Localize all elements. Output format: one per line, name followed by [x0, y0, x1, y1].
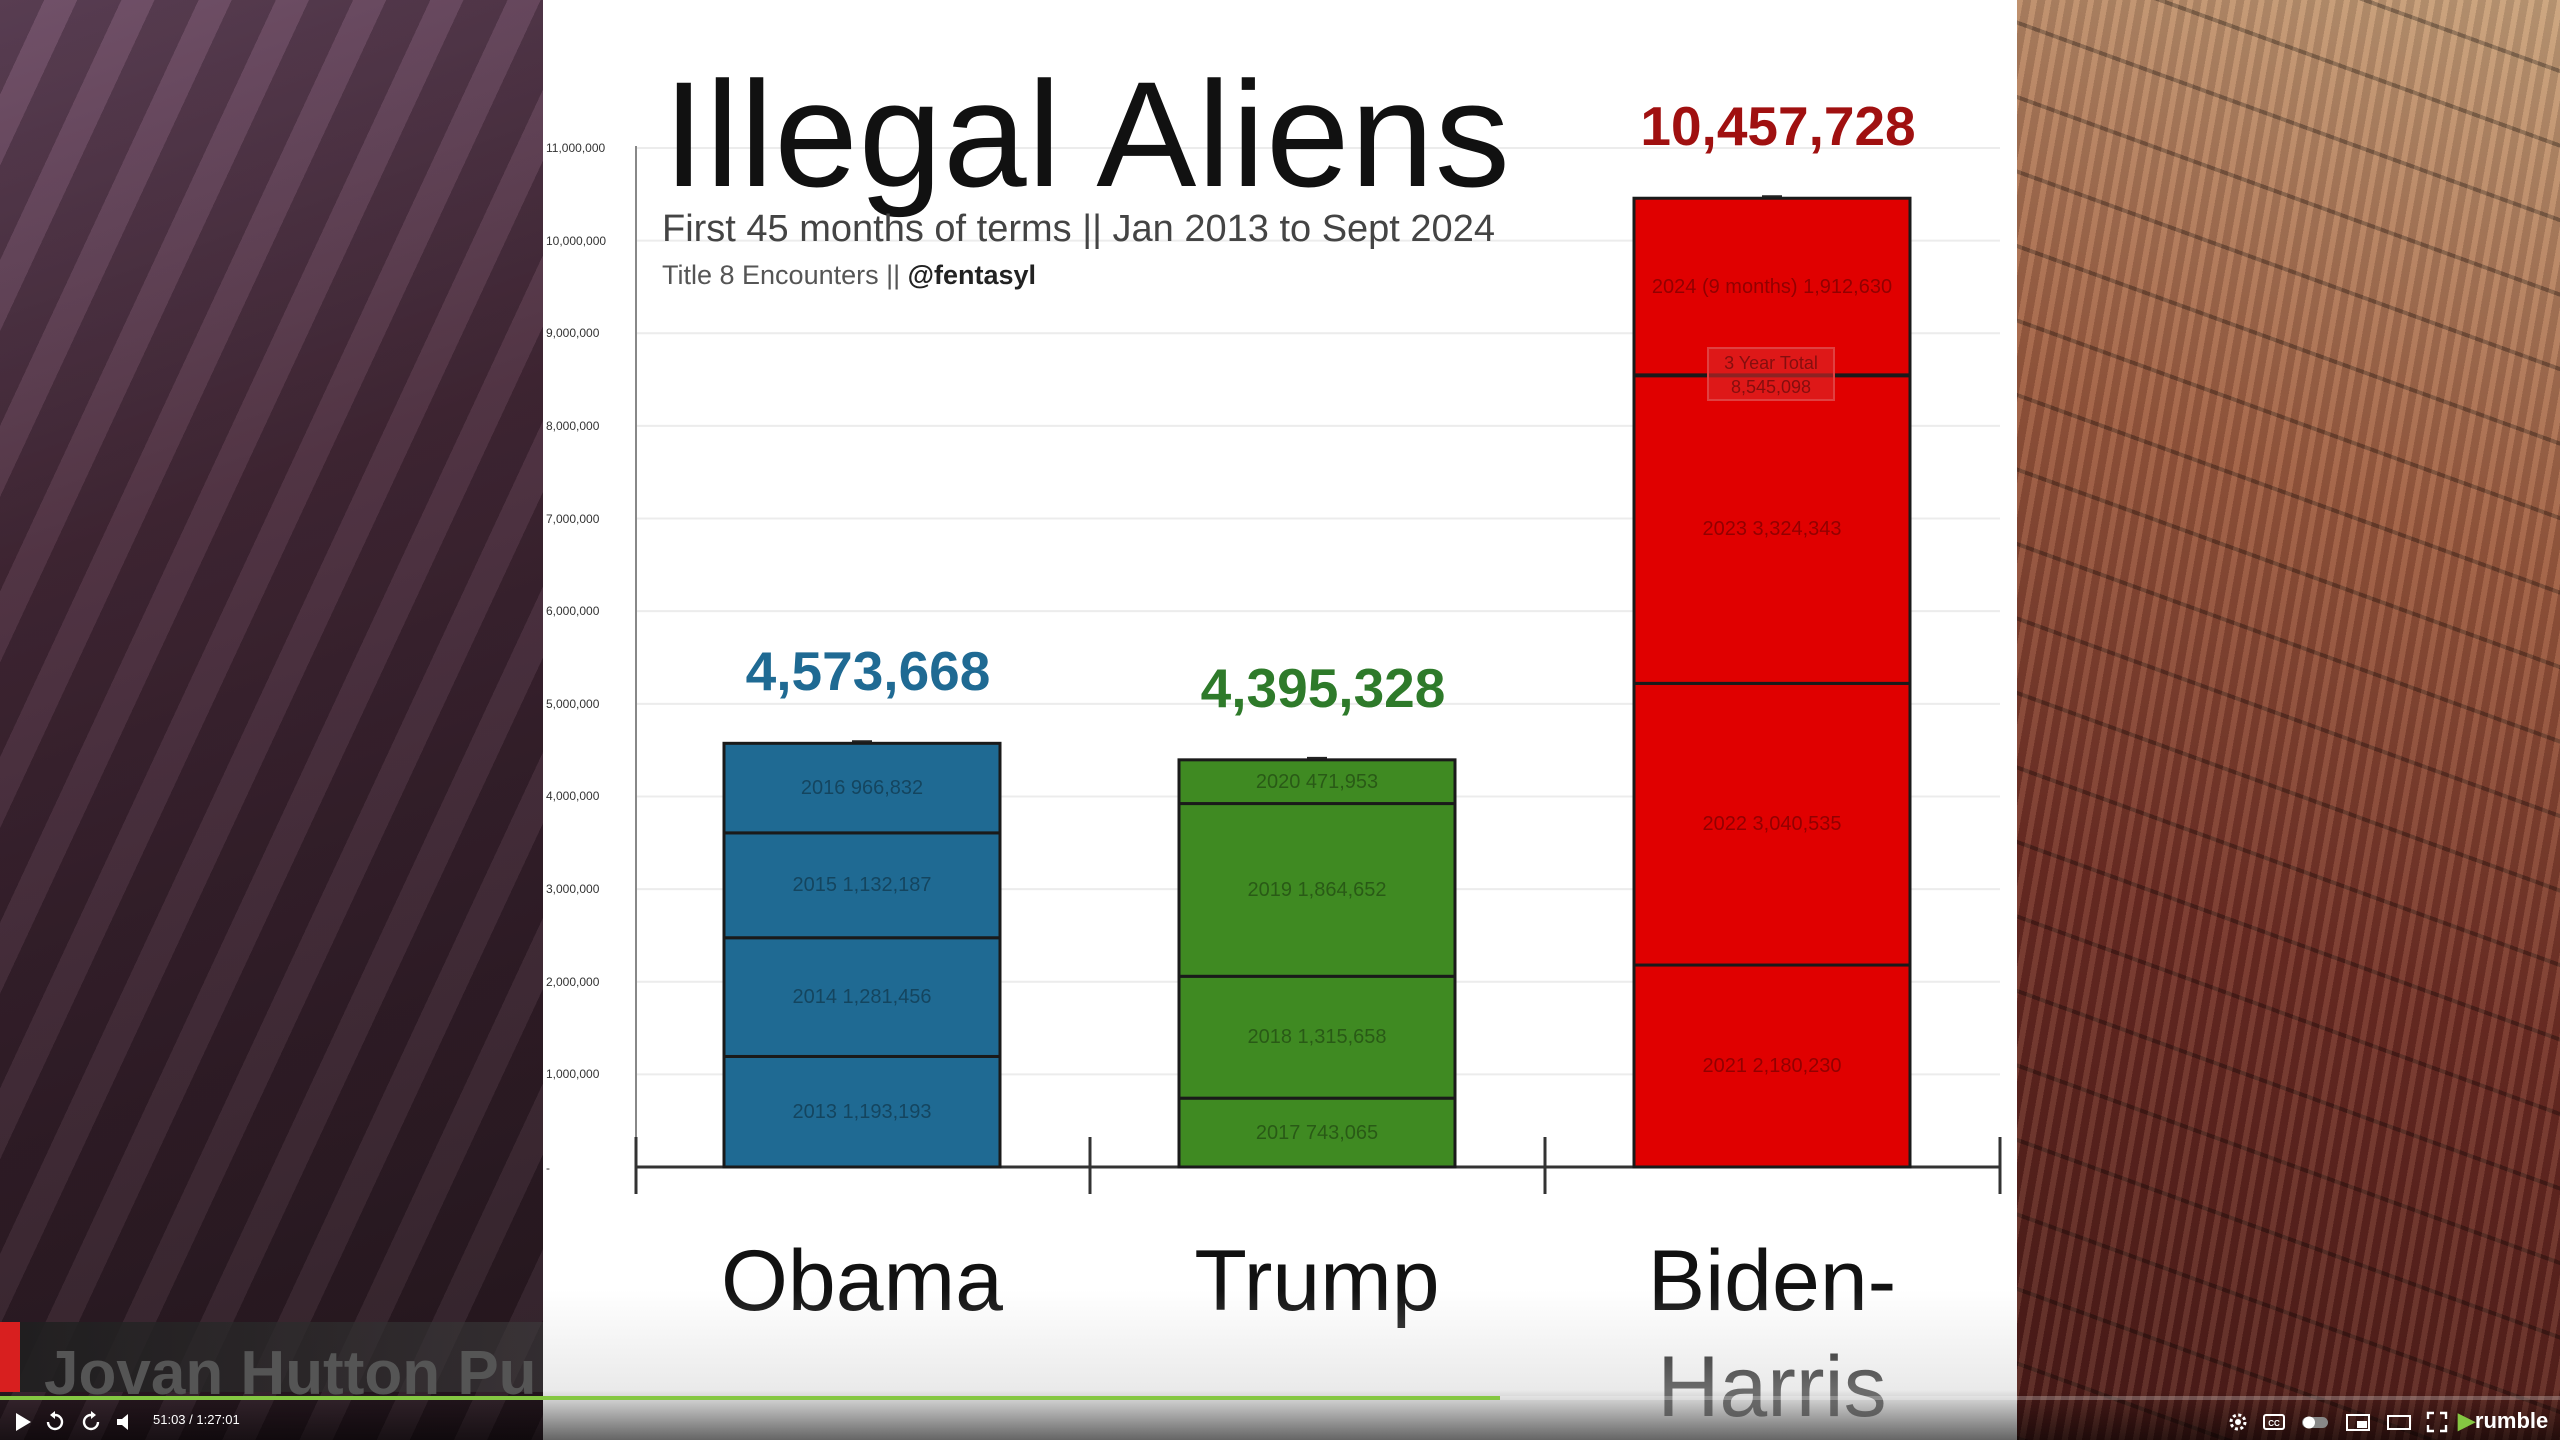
fullscreen-icon	[2426, 1411, 2448, 1433]
bar-total-label: 10,457,728	[1640, 95, 1916, 158]
source-handle: @fentasyl	[907, 260, 1037, 290]
bar-segment-label: 2013 1,193,193	[792, 1100, 932, 1123]
fullscreen-button[interactable]	[2424, 1410, 2450, 1434]
lower-third-accent	[0, 1322, 20, 1392]
rumble-wordmark: rumble	[2474, 1408, 2549, 1433]
y-tick-label: 7,000,000	[546, 511, 600, 526]
bar-segment	[1632, 373, 1912, 685]
fast-forward-icon	[82, 1411, 100, 1431]
bar-segment	[722, 831, 1002, 940]
settings-button[interactable]	[2225, 1410, 2251, 1434]
bar-total-label: 4,573,668	[745, 640, 991, 703]
toggle-icon	[2302, 1416, 2328, 1429]
playback-time: 51:03 / 1:27:01	[153, 1412, 240, 1427]
progress-bar-fill	[0, 1396, 1501, 1400]
bar-segment	[1632, 196, 1912, 377]
source-prefix: Title 8 Encounters ||	[662, 260, 908, 290]
bar-segment-label: 2024 (9 months) 1,912,630	[1651, 275, 1893, 298]
captions-button[interactable]: CC	[2261, 1410, 2287, 1434]
y-tick-label: 11,000,000	[546, 141, 606, 155]
callout-value: 8,545,098	[1730, 377, 1812, 397]
bar-segment	[1632, 681, 1912, 967]
svg-text:CC: CC	[2268, 1419, 2280, 1428]
theater-mode-icon	[2387, 1415, 2411, 1430]
rumble-play-icon: ▶	[2458, 1408, 2475, 1433]
bar-segment-label: 2015 1,132,187	[792, 874, 932, 897]
gear-icon	[2229, 1413, 2247, 1431]
y-tick-label: -	[546, 1161, 550, 1175]
play-icon	[16, 1413, 31, 1431]
y-tick-label: 1,000,000	[546, 1067, 600, 1082]
bar-segment-label: 2016 966,832	[800, 777, 924, 800]
y-tick-label: 5,000,000	[546, 696, 600, 711]
stacked-bar-chart	[634, 146, 2002, 1194]
bar-segment-label: 2023 3,324,343	[1702, 518, 1842, 541]
three-year-total-callout: 3 Year Total 8,545,098	[1707, 347, 1835, 401]
rumble-logo[interactable]: ▶rumble	[2458, 1408, 2548, 1434]
bar-segment	[1177, 802, 1457, 978]
speaker-icon	[117, 1414, 128, 1430]
bar-segment	[722, 1054, 1002, 1169]
bar-segment	[1632, 963, 1912, 1169]
replay-button[interactable]	[42, 1410, 68, 1434]
background-left-library	[0, 0, 543, 1440]
volume-button[interactable]	[112, 1410, 138, 1434]
bar-segment	[1177, 974, 1457, 1100]
lower-third-banner	[0, 1322, 543, 1392]
background-right-library	[2017, 0, 2560, 1440]
chart-subtitle: First 45 months of terms || Jan 2013 to …	[662, 208, 1495, 250]
bar-segment-label: 2021 2,180,230	[1702, 1055, 1842, 1078]
bar-segment-label: 2022 3,040,535	[1702, 813, 1842, 836]
bar-segment-label: 2018 1,315,658	[1247, 1026, 1387, 1049]
progress-bar[interactable]	[0, 1396, 2560, 1400]
bar-segment-label: 2019 1,864,652	[1247, 878, 1387, 901]
quality-toggle[interactable]	[2298, 1410, 2332, 1434]
picture-in-picture-icon	[2346, 1414, 2370, 1431]
theater-mode-button[interactable]	[2385, 1410, 2413, 1434]
y-tick-label: 4,000,000	[546, 789, 600, 804]
y-tick-label: 6,000,000	[546, 604, 600, 619]
miniplayer-button[interactable]	[2344, 1410, 2372, 1434]
bar-segment	[722, 936, 1002, 1058]
bar-segment-label: 2014 1,281,456	[792, 986, 932, 1009]
bar-segment	[722, 741, 1002, 835]
y-tick-label: 8,000,000	[546, 418, 600, 433]
rewind-icon	[46, 1411, 64, 1431]
callout-label: 3 Year Total	[1724, 353, 1818, 373]
chart-title: Illegal Aliens	[663, 50, 1511, 218]
y-tick-label: 10,000,000	[546, 233, 607, 248]
y-tick-label: 2,000,000	[546, 974, 600, 989]
bar-total-label: 4,395,328	[1200, 656, 1446, 719]
y-tick-label: 3,000,000	[546, 882, 600, 897]
y-tick-label: 9,000,000	[546, 326, 600, 341]
closed-captions-icon: CC	[2263, 1414, 2285, 1430]
bar-segment-label: 2017 743,065	[1255, 1121, 1379, 1144]
bar-segment-label: 2020 471,953	[1255, 770, 1379, 793]
play-button[interactable]	[10, 1410, 36, 1434]
bar-segment	[1177, 1096, 1457, 1169]
chart-source: Title 8 Encounters || @fentasyl	[662, 260, 1036, 291]
forward-button[interactable]	[78, 1410, 104, 1434]
bar-segment	[1177, 758, 1457, 806]
